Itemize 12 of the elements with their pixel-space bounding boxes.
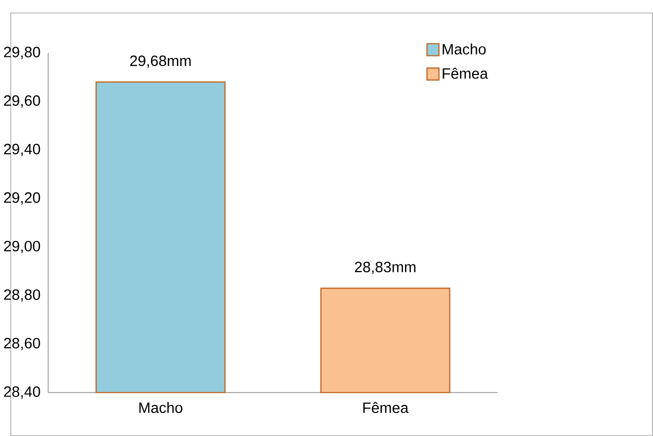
y-tick-label: 29,20	[4, 192, 40, 205]
data-label: 28,83mm	[354, 262, 416, 274]
y-tick-label: 28,80	[4, 289, 40, 302]
y-tick-label: 29,60	[4, 95, 40, 108]
legend-label: Macho	[442, 44, 486, 55]
data-label: 29,68mm	[130, 56, 191, 68]
y-tick-label: 29,40	[4, 144, 40, 156]
y-tick-label: 28,40	[4, 386, 40, 399]
y-tick-label: 28,60	[4, 338, 40, 350]
y-tick-label: 29,80	[4, 46, 40, 60]
y-tick-label: 29,00	[4, 240, 40, 254]
legend-label: Fêmea	[442, 68, 488, 79]
